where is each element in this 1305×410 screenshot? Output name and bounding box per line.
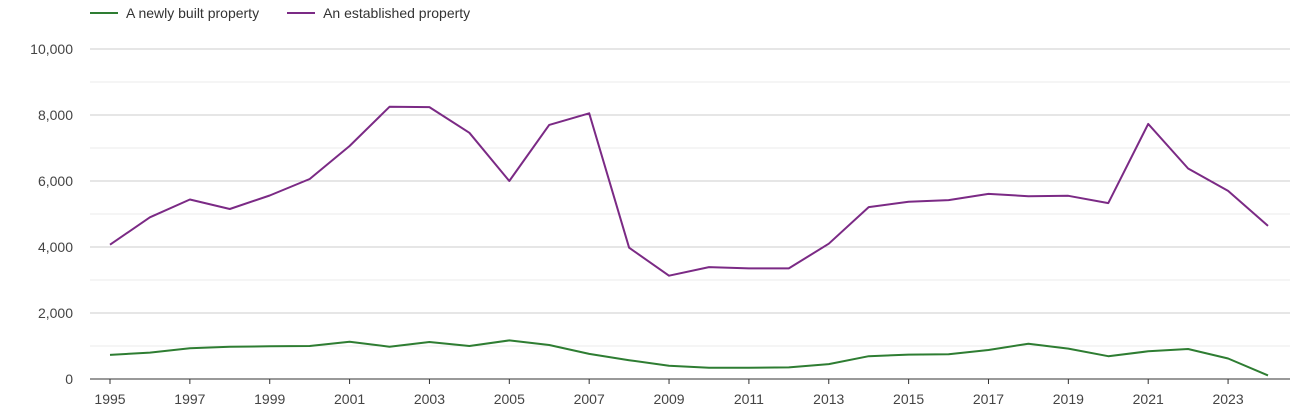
y-tick-label: 0 [65, 371, 73, 387]
x-tick-label: 2009 [653, 391, 684, 407]
legend-label-established: An established property [323, 5, 471, 21]
x-tick-label: 2005 [494, 391, 525, 407]
x-tick-label: 2023 [1212, 391, 1243, 407]
chart-legend: A newly built property An established pr… [90, 5, 470, 21]
legend-swatch-new-build [90, 12, 118, 14]
y-tick-label: 8,000 [38, 107, 73, 123]
x-tick-label: 2017 [973, 391, 1004, 407]
legend-item-established[interactable]: An established property [287, 5, 470, 21]
y-tick-label: 2,000 [38, 305, 73, 321]
x-tick-label: 2001 [334, 391, 365, 407]
y-tick-label: 6,000 [38, 173, 73, 189]
series-line-new-build [109, 339, 1269, 377]
x-tick-label: 1999 [254, 391, 285, 407]
series-line-established [109, 105, 1269, 277]
legend-item-new-build[interactable]: A newly built property [90, 5, 259, 21]
x-tick-label: 2015 [893, 391, 924, 407]
x-tick-label: 2011 [734, 391, 764, 407]
x-tick-label: 2013 [813, 391, 844, 407]
x-tick-label: 2007 [574, 391, 605, 407]
x-tick-label: 1997 [174, 391, 205, 407]
y-tick-label: 10,000 [30, 41, 73, 57]
x-tick-label: 1995 [94, 391, 125, 407]
legend-label-new-build: A newly built property [126, 5, 260, 21]
legend-swatch-established [287, 12, 316, 14]
y-tick-label: 4,000 [38, 239, 73, 255]
x-tick-label: 2019 [1053, 391, 1084, 407]
x-tick-label: 2021 [1133, 391, 1164, 407]
x-tick-label: 2003 [414, 391, 445, 407]
